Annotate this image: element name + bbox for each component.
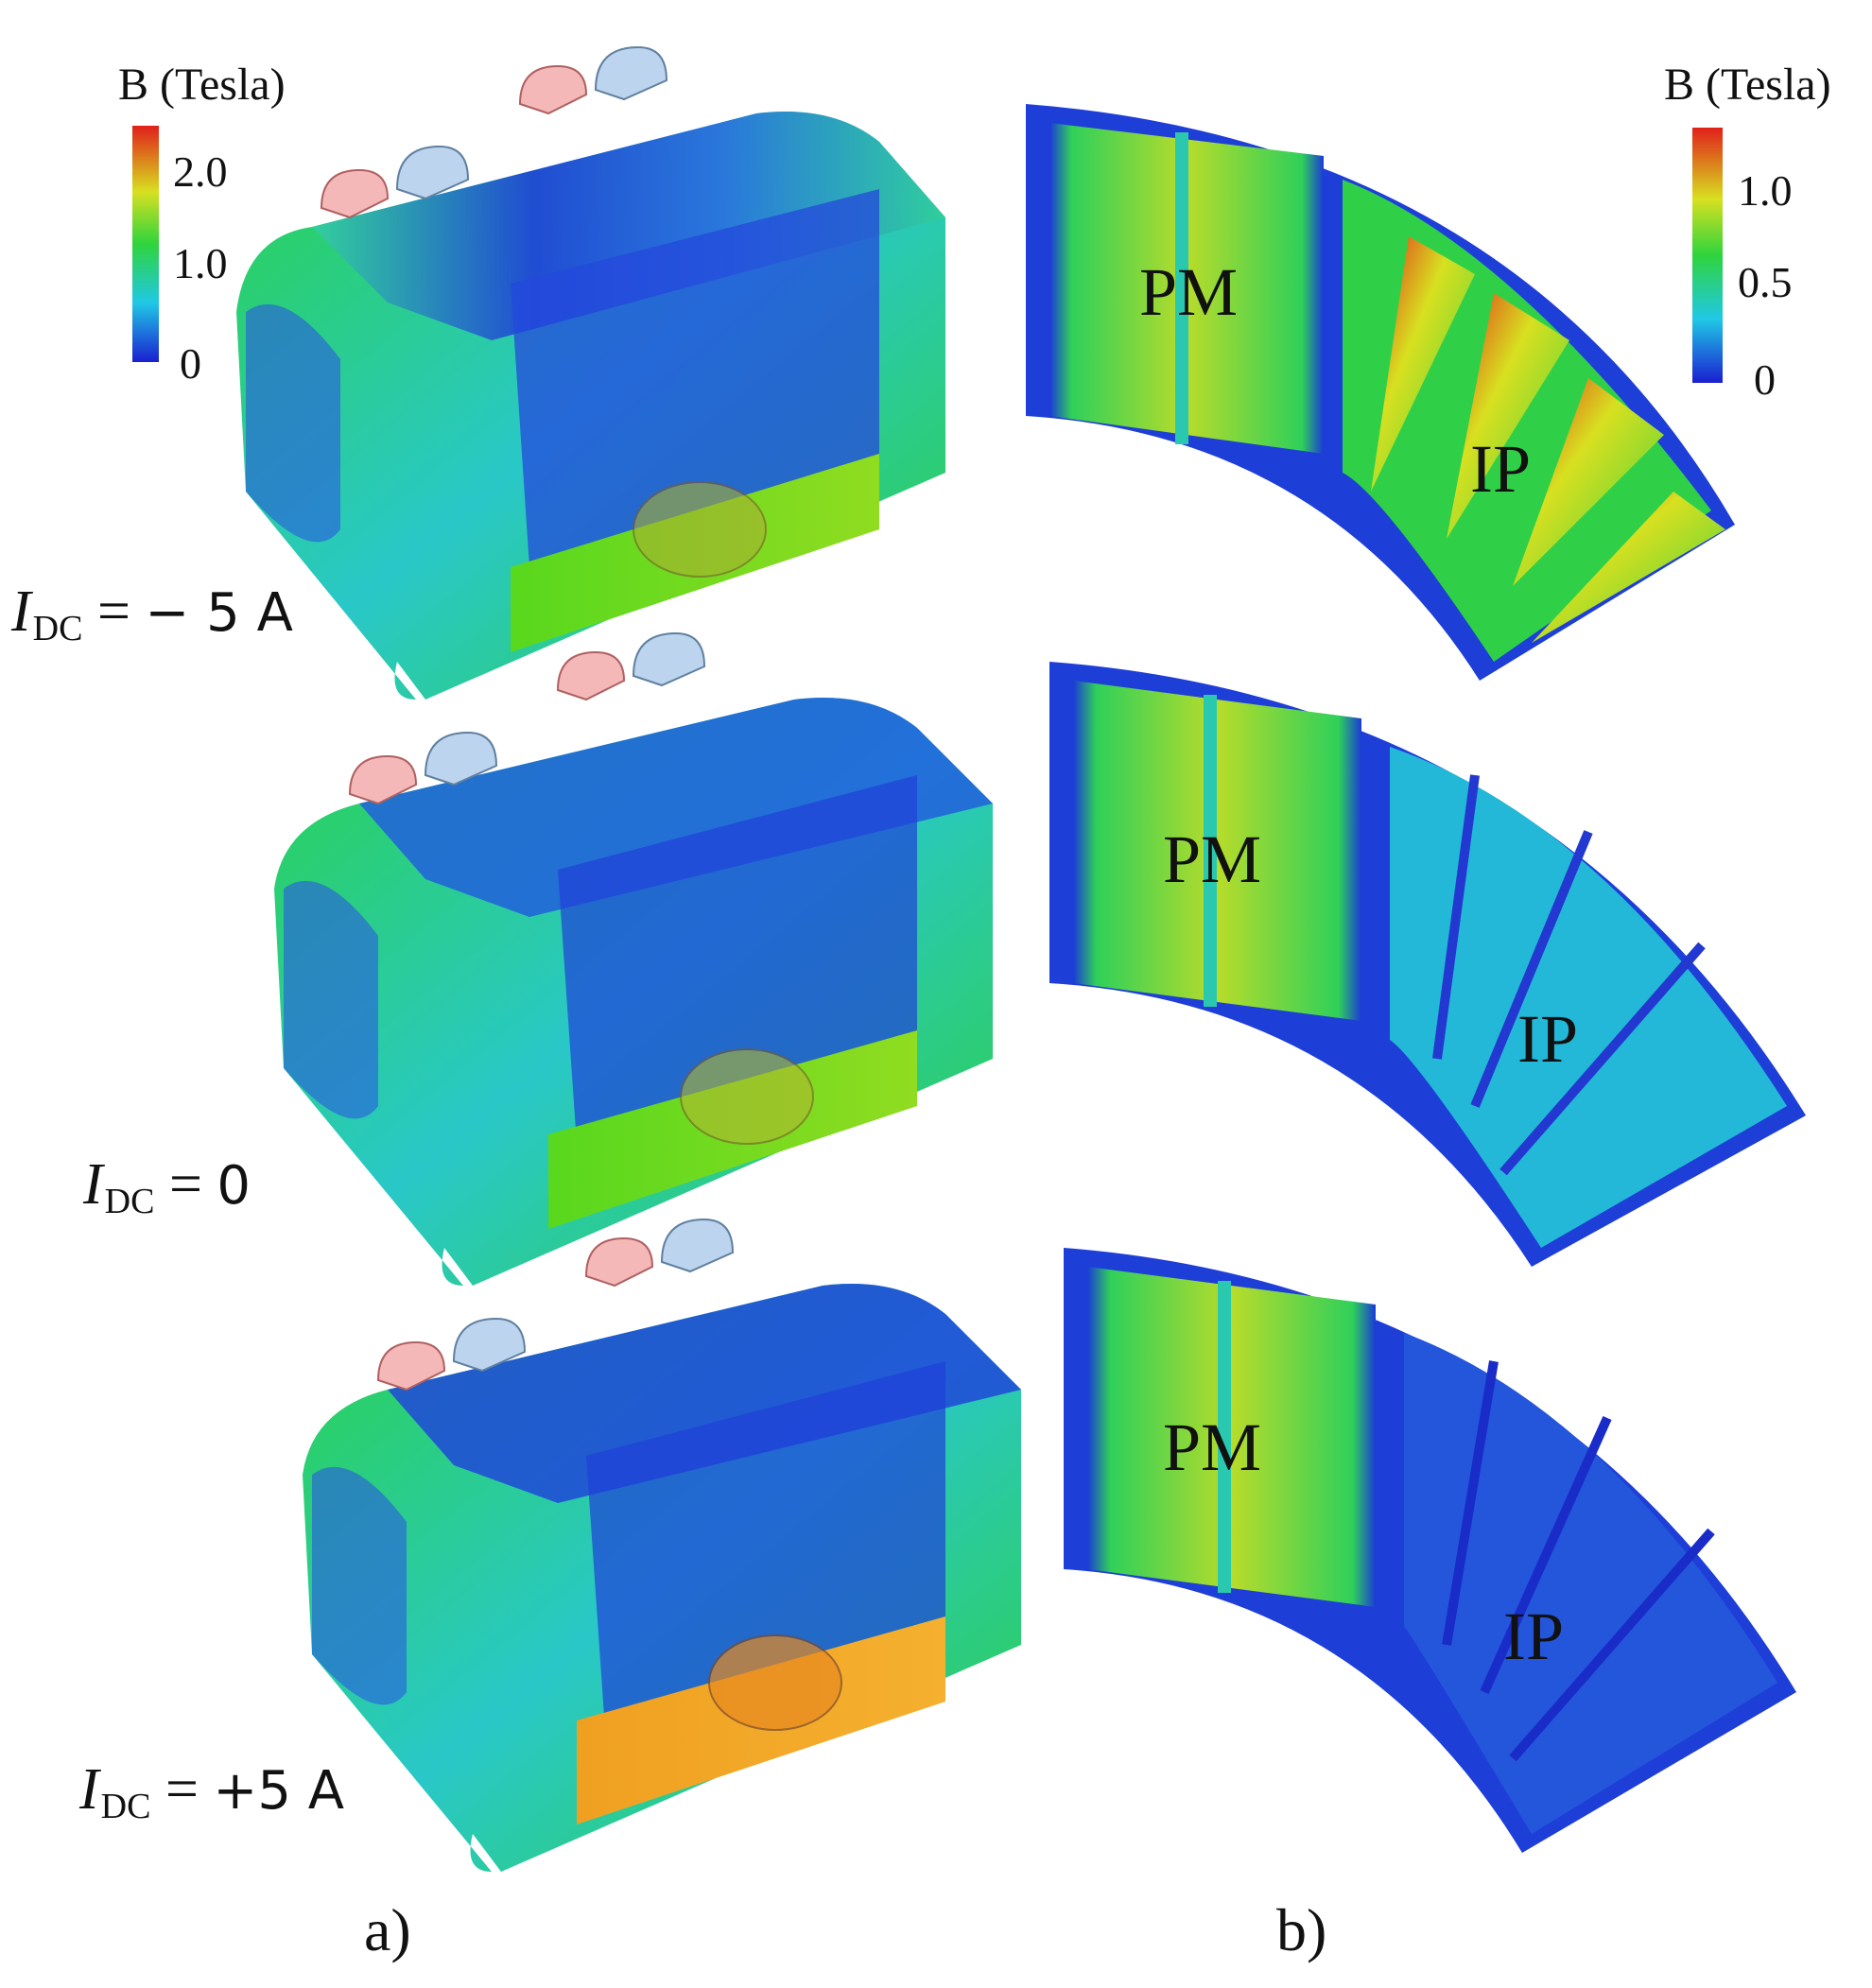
colorbar-a-title: B (Tesla) [118,60,286,110]
machine-3d-row-1 [236,45,945,700]
colorbar-b-tick: 1.0 [1738,166,1793,215]
colorbar-b-tick: 0 [1754,355,1776,404]
colorbar-b [1692,128,1723,383]
current-label-row-3: IDC = +5 A [79,1757,345,1826]
ip-label-row-3: IP [1503,1599,1565,1674]
sector-row-2 [1049,662,1806,1267]
colorbar-b-title: B (Tesla) [1664,60,1831,110]
machine-3d-row-2 [274,631,993,1286]
panel-b [1026,104,1806,1853]
current-label-row-1: IDC = − 5 A [11,579,293,648]
panel-a [132,45,1021,1872]
sector-row-3 [1064,1248,1796,1853]
ip-label-row-1: IP [1470,431,1532,507]
ip-label-row-2: IP [1517,1001,1579,1077]
panel-b-caption: b) [1276,1896,1327,1963]
machine-3d-row-3 [303,1218,1021,1872]
sector-row-1 [1026,104,1735,681]
current-label-row-2: IDC = 0 [83,1152,251,1221]
pm-label-row-3: PM [1163,1409,1262,1485]
colorbar-a-tick: 0 [180,339,201,388]
colorbar-a-tick: 2.0 [173,147,228,196]
panel-a-caption: a) [364,1896,411,1963]
pm-label-row-2: PM [1163,821,1262,897]
colorbar-b-tick: 0.5 [1738,258,1793,306]
colorbar-a-tick: 1.0 [173,239,228,287]
pm-label-row-1: PM [1139,254,1239,330]
colorbar-a [132,126,159,362]
